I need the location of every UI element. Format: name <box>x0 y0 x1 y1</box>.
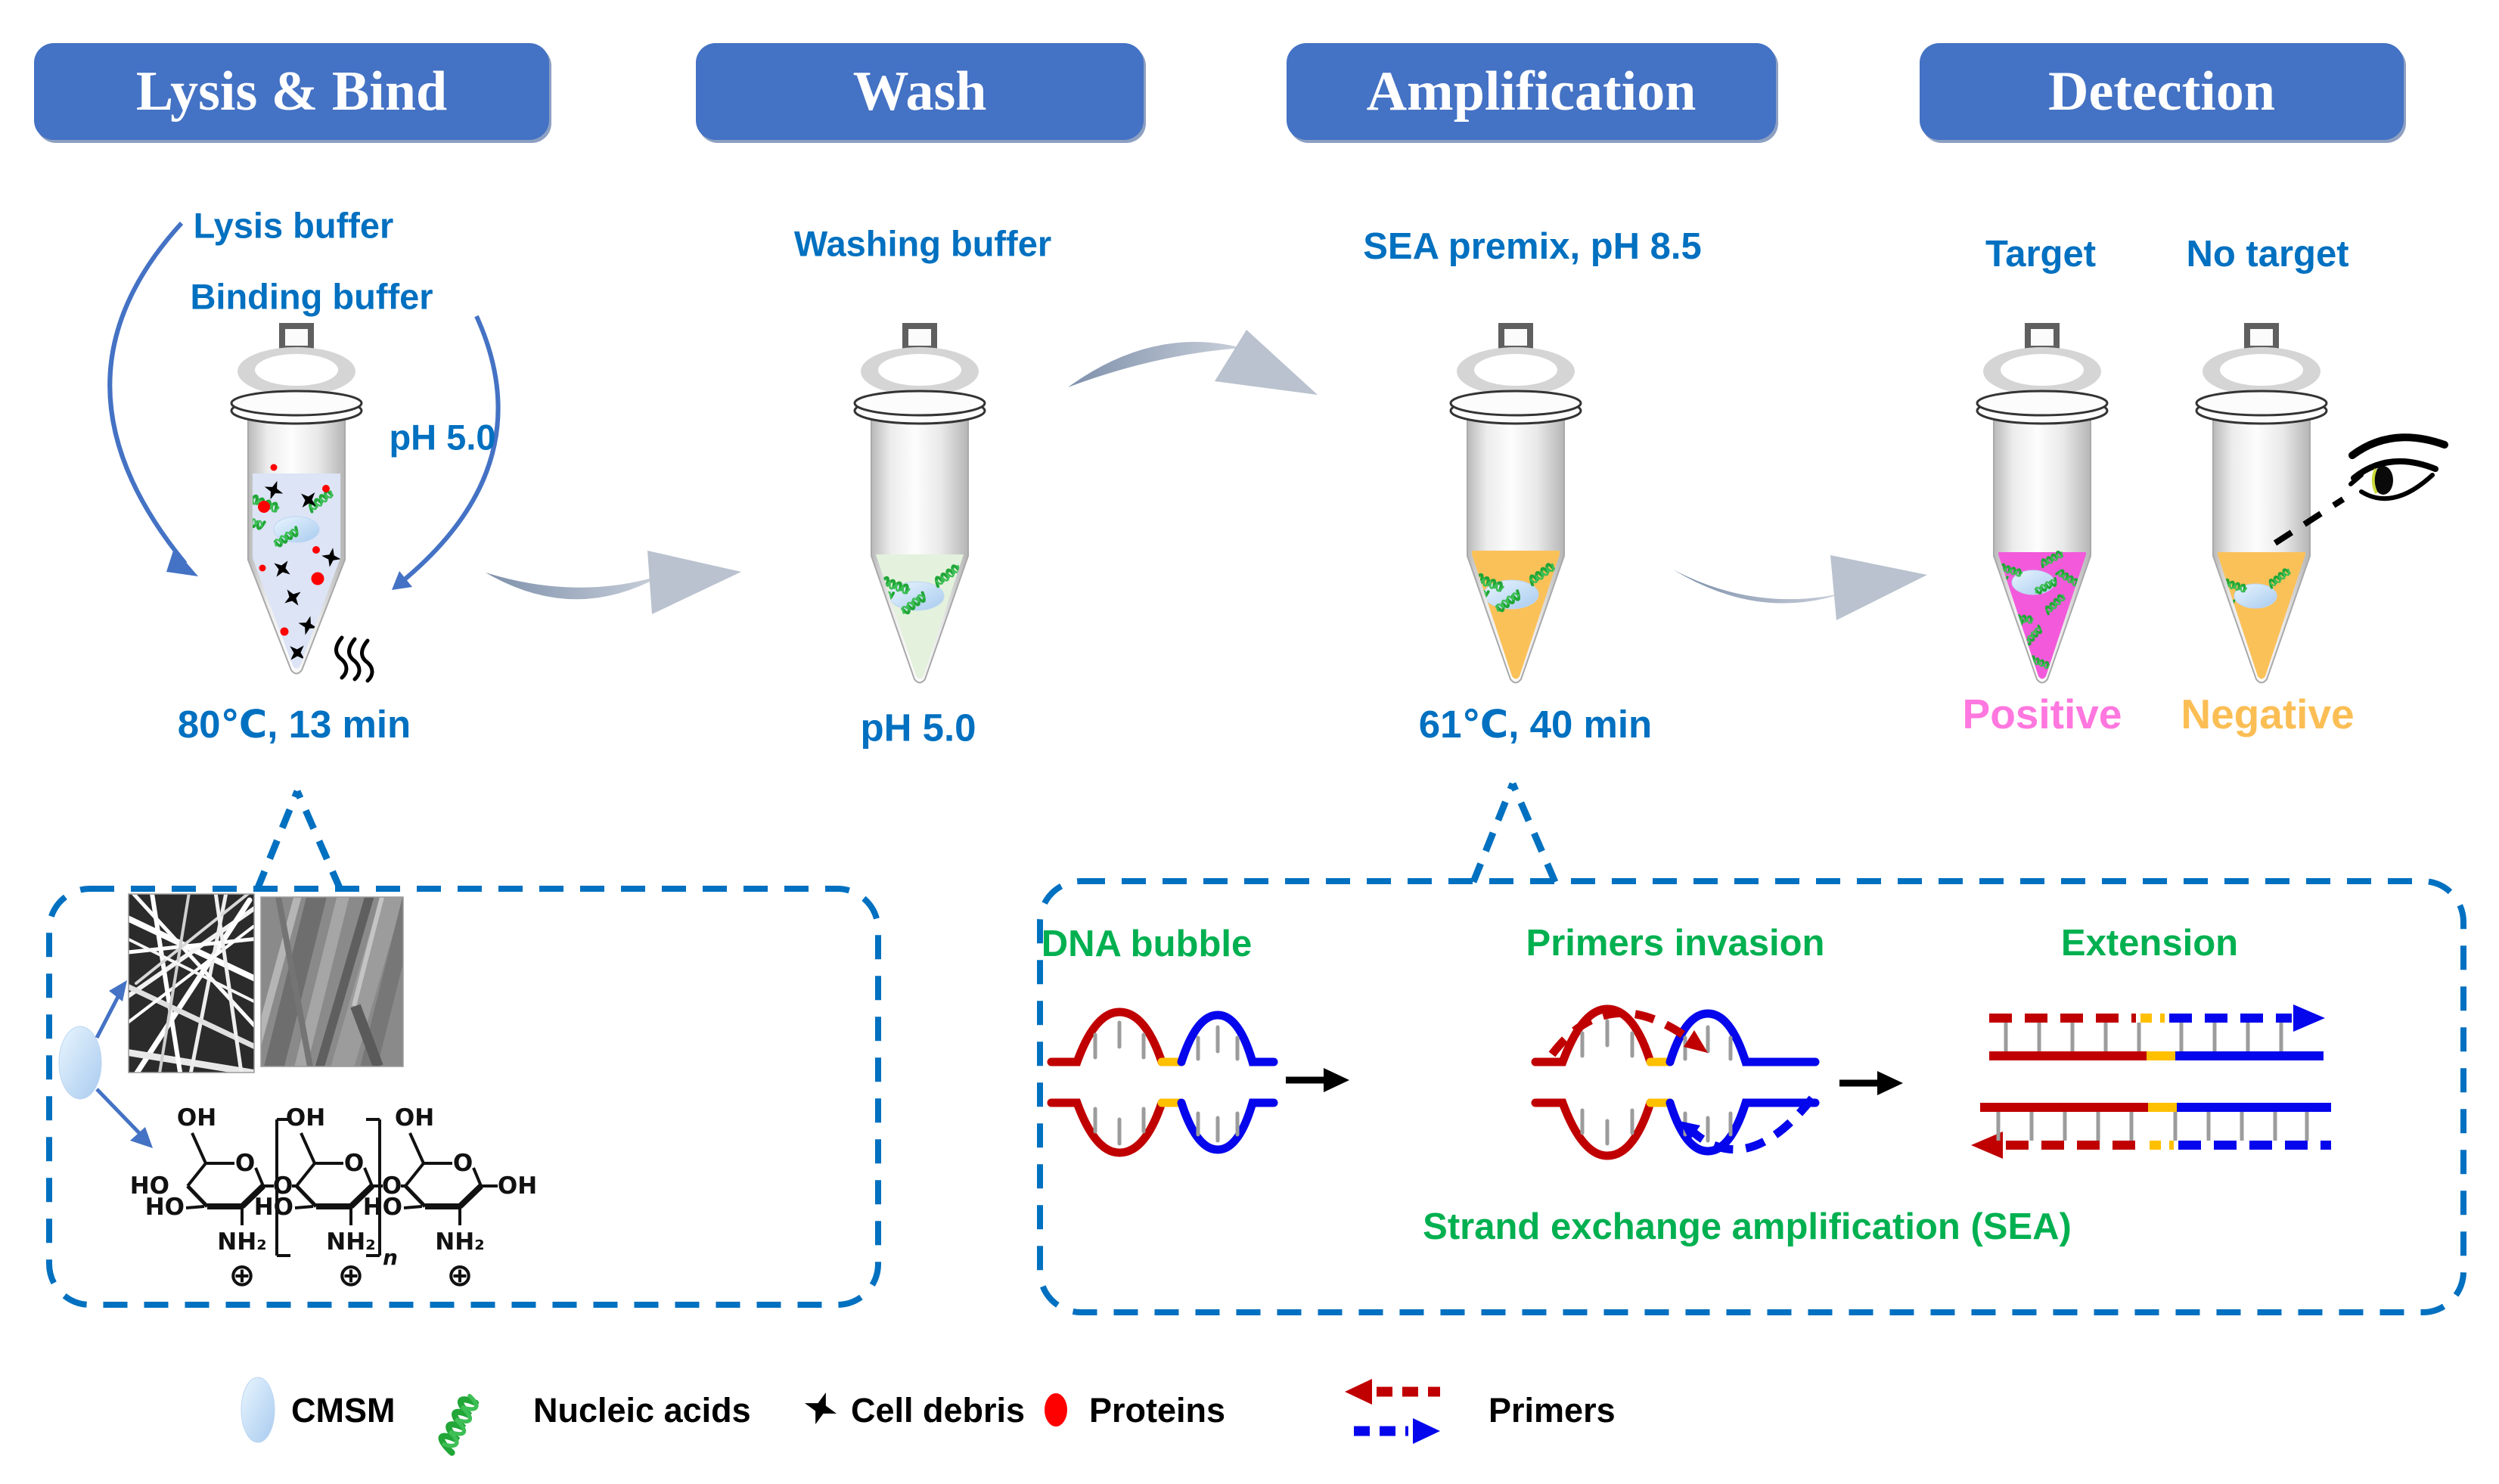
tube-amplification <box>1451 326 1581 684</box>
dna-bubble-diagram <box>1047 1007 1278 1157</box>
legend-nucleic-acids-icon <box>433 1393 484 1452</box>
cmsm-detail-box <box>46 886 881 1308</box>
callout-triangle-lysis <box>253 790 344 891</box>
step-header-amplification: Amplification <box>1287 43 1776 140</box>
tube-lysis <box>231 326 362 675</box>
lysis-buffer-label: Lysis buffer <box>193 205 394 246</box>
step-header-detection-label: Detection <box>2048 60 2275 123</box>
legend-cell-debris-label: Cell debris <box>851 1391 1026 1430</box>
heat-waves-icon <box>334 635 374 683</box>
tube-positive <box>1977 326 2107 684</box>
sight-line <box>2273 496 2345 546</box>
binding-buffer-label: Binding buffer <box>190 276 433 317</box>
arrow-amplification-to-detection <box>1673 555 1927 620</box>
cmsm-particle <box>889 581 945 611</box>
protein-dots <box>258 464 330 636</box>
chem-n-label: n <box>383 1245 398 1270</box>
chem-oh-label: OH <box>498 1172 537 1200</box>
dna-bubble-label: DNA bubble <box>1041 924 1253 964</box>
positive-label: Positive <box>1962 691 2122 737</box>
amplification-condition-label: 61℃, 40 min <box>1418 703 1653 746</box>
cmsm-to-structure-arrow <box>95 1088 153 1148</box>
callout-triangle-amplification <box>1470 782 1559 883</box>
wash-ph-label: pH 5.0 <box>860 706 976 750</box>
chem-o-label: O <box>453 1150 473 1177</box>
chem-oh-label: OH <box>286 1104 325 1132</box>
legend-nucleic-acids-label: Nucleic acids <box>533 1391 751 1430</box>
arrow-invasion-to-extension <box>1839 1071 1903 1095</box>
step-header-wash-label: Wash <box>852 60 987 123</box>
cmsm-to-sem-arrow <box>95 980 127 1039</box>
binding-buffer-arrow <box>392 315 501 590</box>
chem-ho-label: HO <box>145 1194 185 1221</box>
step-header-wash: Wash <box>696 43 1144 140</box>
legend-proteins-icon <box>1045 1393 1067 1427</box>
legend-primers-icon <box>1345 1379 1440 1444</box>
sugar-ring-1 <box>185 1132 265 1225</box>
chem-plus-label: ⊕ <box>337 1256 364 1293</box>
washing-buffer-label: Washing buffer <box>793 223 1052 264</box>
chem-ho-label: HO <box>363 1194 402 1221</box>
repeat-bracket <box>275 1118 381 1257</box>
sea-detail-box <box>1037 878 2466 1315</box>
reverse-primer-arrow <box>1679 1095 1816 1154</box>
chem-oh-label: OH <box>177 1104 216 1132</box>
extension-diagram <box>1971 1004 2331 1159</box>
target-label: Target <box>1985 234 2097 275</box>
step-header-detection: Detection <box>1920 43 2404 140</box>
chem-nh2-label: NH₂ <box>435 1228 484 1256</box>
eye-icon <box>2348 433 2448 501</box>
lysis-buffer-arrow <box>107 221 198 576</box>
primers-invasion-diagram <box>1531 1004 1820 1160</box>
lysis-condition-label: 80℃, 13 min <box>177 703 411 746</box>
step-header-lysis-bind-label: Lysis & Bind <box>135 60 448 123</box>
sem-image-fiber-bundle <box>260 896 404 1067</box>
lysis-ph-label: pH 5.0 <box>389 417 496 458</box>
legend-proteins-label: Proteins <box>1089 1391 1226 1430</box>
sem-image-nanofibers <box>128 893 255 1073</box>
amplification-liquid <box>1472 551 1560 679</box>
negative-label: Negative <box>2181 691 2355 737</box>
chem-o-label: O <box>344 1150 364 1177</box>
negative-liquid <box>2218 552 2305 679</box>
cmsm-particle <box>2011 570 2055 595</box>
tube-wash <box>855 326 985 684</box>
forward-primer-arrow <box>1548 1008 1708 1057</box>
sea-caption-label: Strand exchange amplification (SEA) <box>1423 1206 2072 1247</box>
primers-invasion-label: Primers invasion <box>1526 923 1825 964</box>
chitosan-structure: OH OH OH O O O O O HO HO HO HO OH NH₂ NH… <box>130 1104 537 1293</box>
sea-premix-label: SEA premix, pH 8.5 <box>1363 226 1702 267</box>
chem-plus-label: ⊕ <box>228 1256 255 1293</box>
chem-ho-label: HO <box>130 1172 169 1200</box>
chem-plus-label: ⊕ <box>446 1256 473 1293</box>
tube-negative <box>2196 326 2327 684</box>
arrow-wash-to-amplification <box>1068 330 1318 395</box>
step-header-lysis-bind: Lysis & Bind <box>34 43 549 140</box>
chem-nh2-label: NH₂ <box>217 1228 266 1256</box>
legend-cell-debris-icon <box>799 1387 842 1430</box>
arrow-bubble-to-invasion <box>1286 1068 1349 1092</box>
sugar-ring-2 <box>294 1132 374 1225</box>
no-target-label: No target <box>2186 234 2349 275</box>
chem-o-label: O <box>235 1150 255 1177</box>
step-header-amplification-label: Amplification <box>1366 60 1697 123</box>
extension-label: Extension <box>2060 923 2239 964</box>
chem-o-label: O <box>273 1172 293 1200</box>
chem-oh-label: OH <box>395 1104 434 1132</box>
legend-cmsm-label: CMSM <box>291 1391 396 1430</box>
sugar-ring-3 <box>403 1132 498 1225</box>
chem-ho-label: HO <box>254 1194 293 1221</box>
cmsm-blob <box>58 1026 102 1100</box>
chem-nh2-label: NH₂ <box>326 1228 375 1256</box>
legend-primers-label: Primers <box>1489 1391 1616 1430</box>
arrow-lysis-to-wash <box>486 551 741 614</box>
cmsm-particle <box>1483 579 1539 610</box>
legend-cmsm-icon <box>241 1377 275 1443</box>
chem-o-label: O <box>382 1172 402 1200</box>
